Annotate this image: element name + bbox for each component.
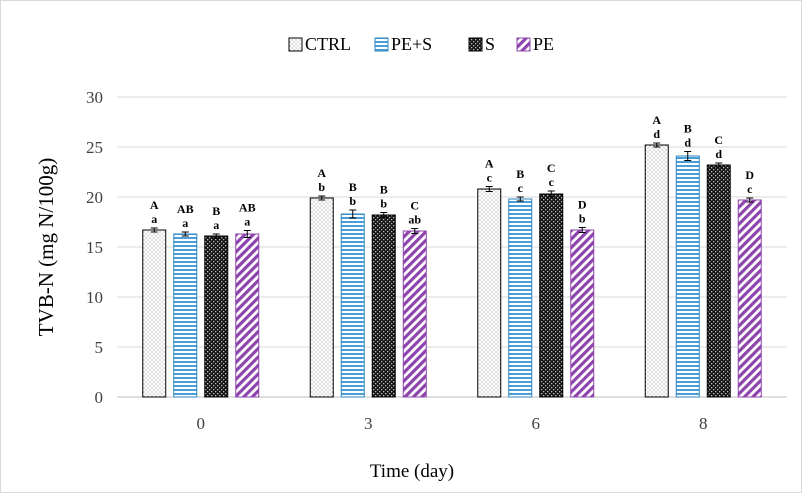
x-tick-label: 6: [532, 414, 541, 433]
y-tick-label: 30: [86, 88, 103, 107]
error-bar: [746, 197, 754, 203]
sig-label-upper: AB: [239, 201, 256, 215]
legend-item-S: S: [468, 34, 495, 54]
x-tick-label: 8: [699, 414, 708, 433]
sig-label-upper: B: [516, 167, 524, 181]
error-bar: [578, 227, 586, 233]
legend-swatch: [288, 37, 303, 52]
error-bar: [715, 162, 723, 168]
grid-layer: 0 5 10 15 20 25 30: [86, 88, 787, 407]
x-tick-label: 0: [197, 414, 206, 433]
sig-label-upper: B: [684, 122, 692, 136]
error-bar: [411, 228, 419, 234]
bar-CTRL-day-3: [309, 197, 334, 398]
error-bar: [349, 209, 357, 219]
sig-label-upper: C: [714, 133, 723, 147]
sig-label-upper: C: [547, 161, 556, 175]
sig-label-upper: B: [380, 183, 388, 197]
bar-S-day-8: [706, 164, 731, 398]
error-bar: [212, 233, 220, 239]
error-bar: [181, 231, 189, 237]
x-axis-title: Time (day): [370, 461, 454, 482]
sig-label-lower: b: [579, 212, 586, 226]
sig-label-upper: A: [485, 157, 494, 171]
bar-PE+S-day-6: [508, 198, 533, 398]
bar-PE+S-day-8: [675, 155, 700, 398]
sig-label-lower: c: [549, 175, 555, 189]
legend-label: CTRL: [305, 34, 351, 54]
y-tick-label: 20: [86, 188, 103, 207]
bar-PE-day-0: [235, 233, 260, 398]
sig-label-lower: c: [518, 181, 524, 195]
bar-PE-day-3: [402, 230, 427, 398]
bar-S-day-6: [539, 193, 564, 398]
error-bar: [547, 190, 555, 198]
bar-S-day-3: [371, 214, 396, 398]
sig-label-lower: ab: [408, 213, 421, 227]
legend: CTRL PE+S S PE: [288, 34, 554, 54]
error-bar: [485, 186, 493, 192]
error-bar: [516, 196, 524, 202]
x-tick-label: 3: [364, 414, 373, 433]
legend-swatch: [374, 37, 389, 52]
y-tick-label: 5: [95, 338, 104, 357]
sig-label-lower: d: [715, 147, 722, 161]
sig-label-upper: B: [349, 180, 357, 194]
sig-label-lower: a: [182, 216, 188, 230]
sig-label-upper: AB: [177, 202, 194, 216]
y-tick-label: 25: [86, 138, 103, 157]
error-bar: [318, 195, 326, 201]
error-bar: [653, 142, 661, 148]
bar-PE+S-day-3: [340, 213, 365, 398]
sig-label-upper: A: [150, 198, 159, 212]
bar-CTRL-day-6: [477, 188, 502, 398]
bar-CTRL-day-0: [142, 229, 167, 398]
sig-label-upper: D: [745, 168, 754, 182]
sig-label-upper: A: [317, 166, 326, 180]
legend-item-PE: PE: [516, 34, 554, 54]
sig-label-lower: b: [349, 194, 356, 208]
sig-label-lower: d: [684, 136, 691, 150]
error-bar: [380, 212, 388, 218]
sig-label-lower: d: [653, 127, 660, 141]
sig-label-lower: a: [213, 218, 219, 232]
legend-item-CTRL: CTRL: [288, 34, 351, 54]
y-axis-title: TVB-N (mg N/100g): [34, 158, 58, 336]
sig-label-lower: c: [747, 182, 753, 196]
sig-label-upper: B: [212, 204, 220, 218]
sig-label-lower: a: [151, 212, 157, 226]
y-tick-label: 15: [86, 238, 103, 257]
bar-S-day-0: [204, 235, 229, 398]
sig-label-upper: C: [410, 199, 419, 213]
y-tick-label: 0: [95, 388, 104, 407]
sig-label-lower: b: [380, 197, 387, 211]
error-bar: [150, 227, 158, 233]
sig-label-lower: a: [244, 215, 250, 229]
bar-PE-day-8: [737, 199, 762, 398]
sig-label-upper: A: [652, 113, 661, 127]
bar-CTRL-day-8: [644, 144, 669, 398]
error-bar: [684, 151, 692, 161]
bar-PE+S-day-0: [173, 233, 198, 398]
legend-label: PE: [533, 34, 554, 54]
legend-swatch: [516, 37, 531, 52]
y-tick-label: 10: [86, 288, 103, 307]
sig-label-lower: c: [487, 171, 493, 185]
bar-layer: [142, 142, 762, 398]
legend-label: S: [485, 34, 495, 54]
legend-swatch: [468, 37, 483, 52]
sig-label-lower: b: [318, 180, 325, 194]
legend-item-PE+S: PE+S: [374, 34, 432, 54]
error-bar: [243, 230, 251, 238]
legend-label: PE+S: [391, 34, 432, 54]
sig-label-upper: D: [578, 198, 587, 212]
bar-PE-day-6: [570, 229, 595, 398]
